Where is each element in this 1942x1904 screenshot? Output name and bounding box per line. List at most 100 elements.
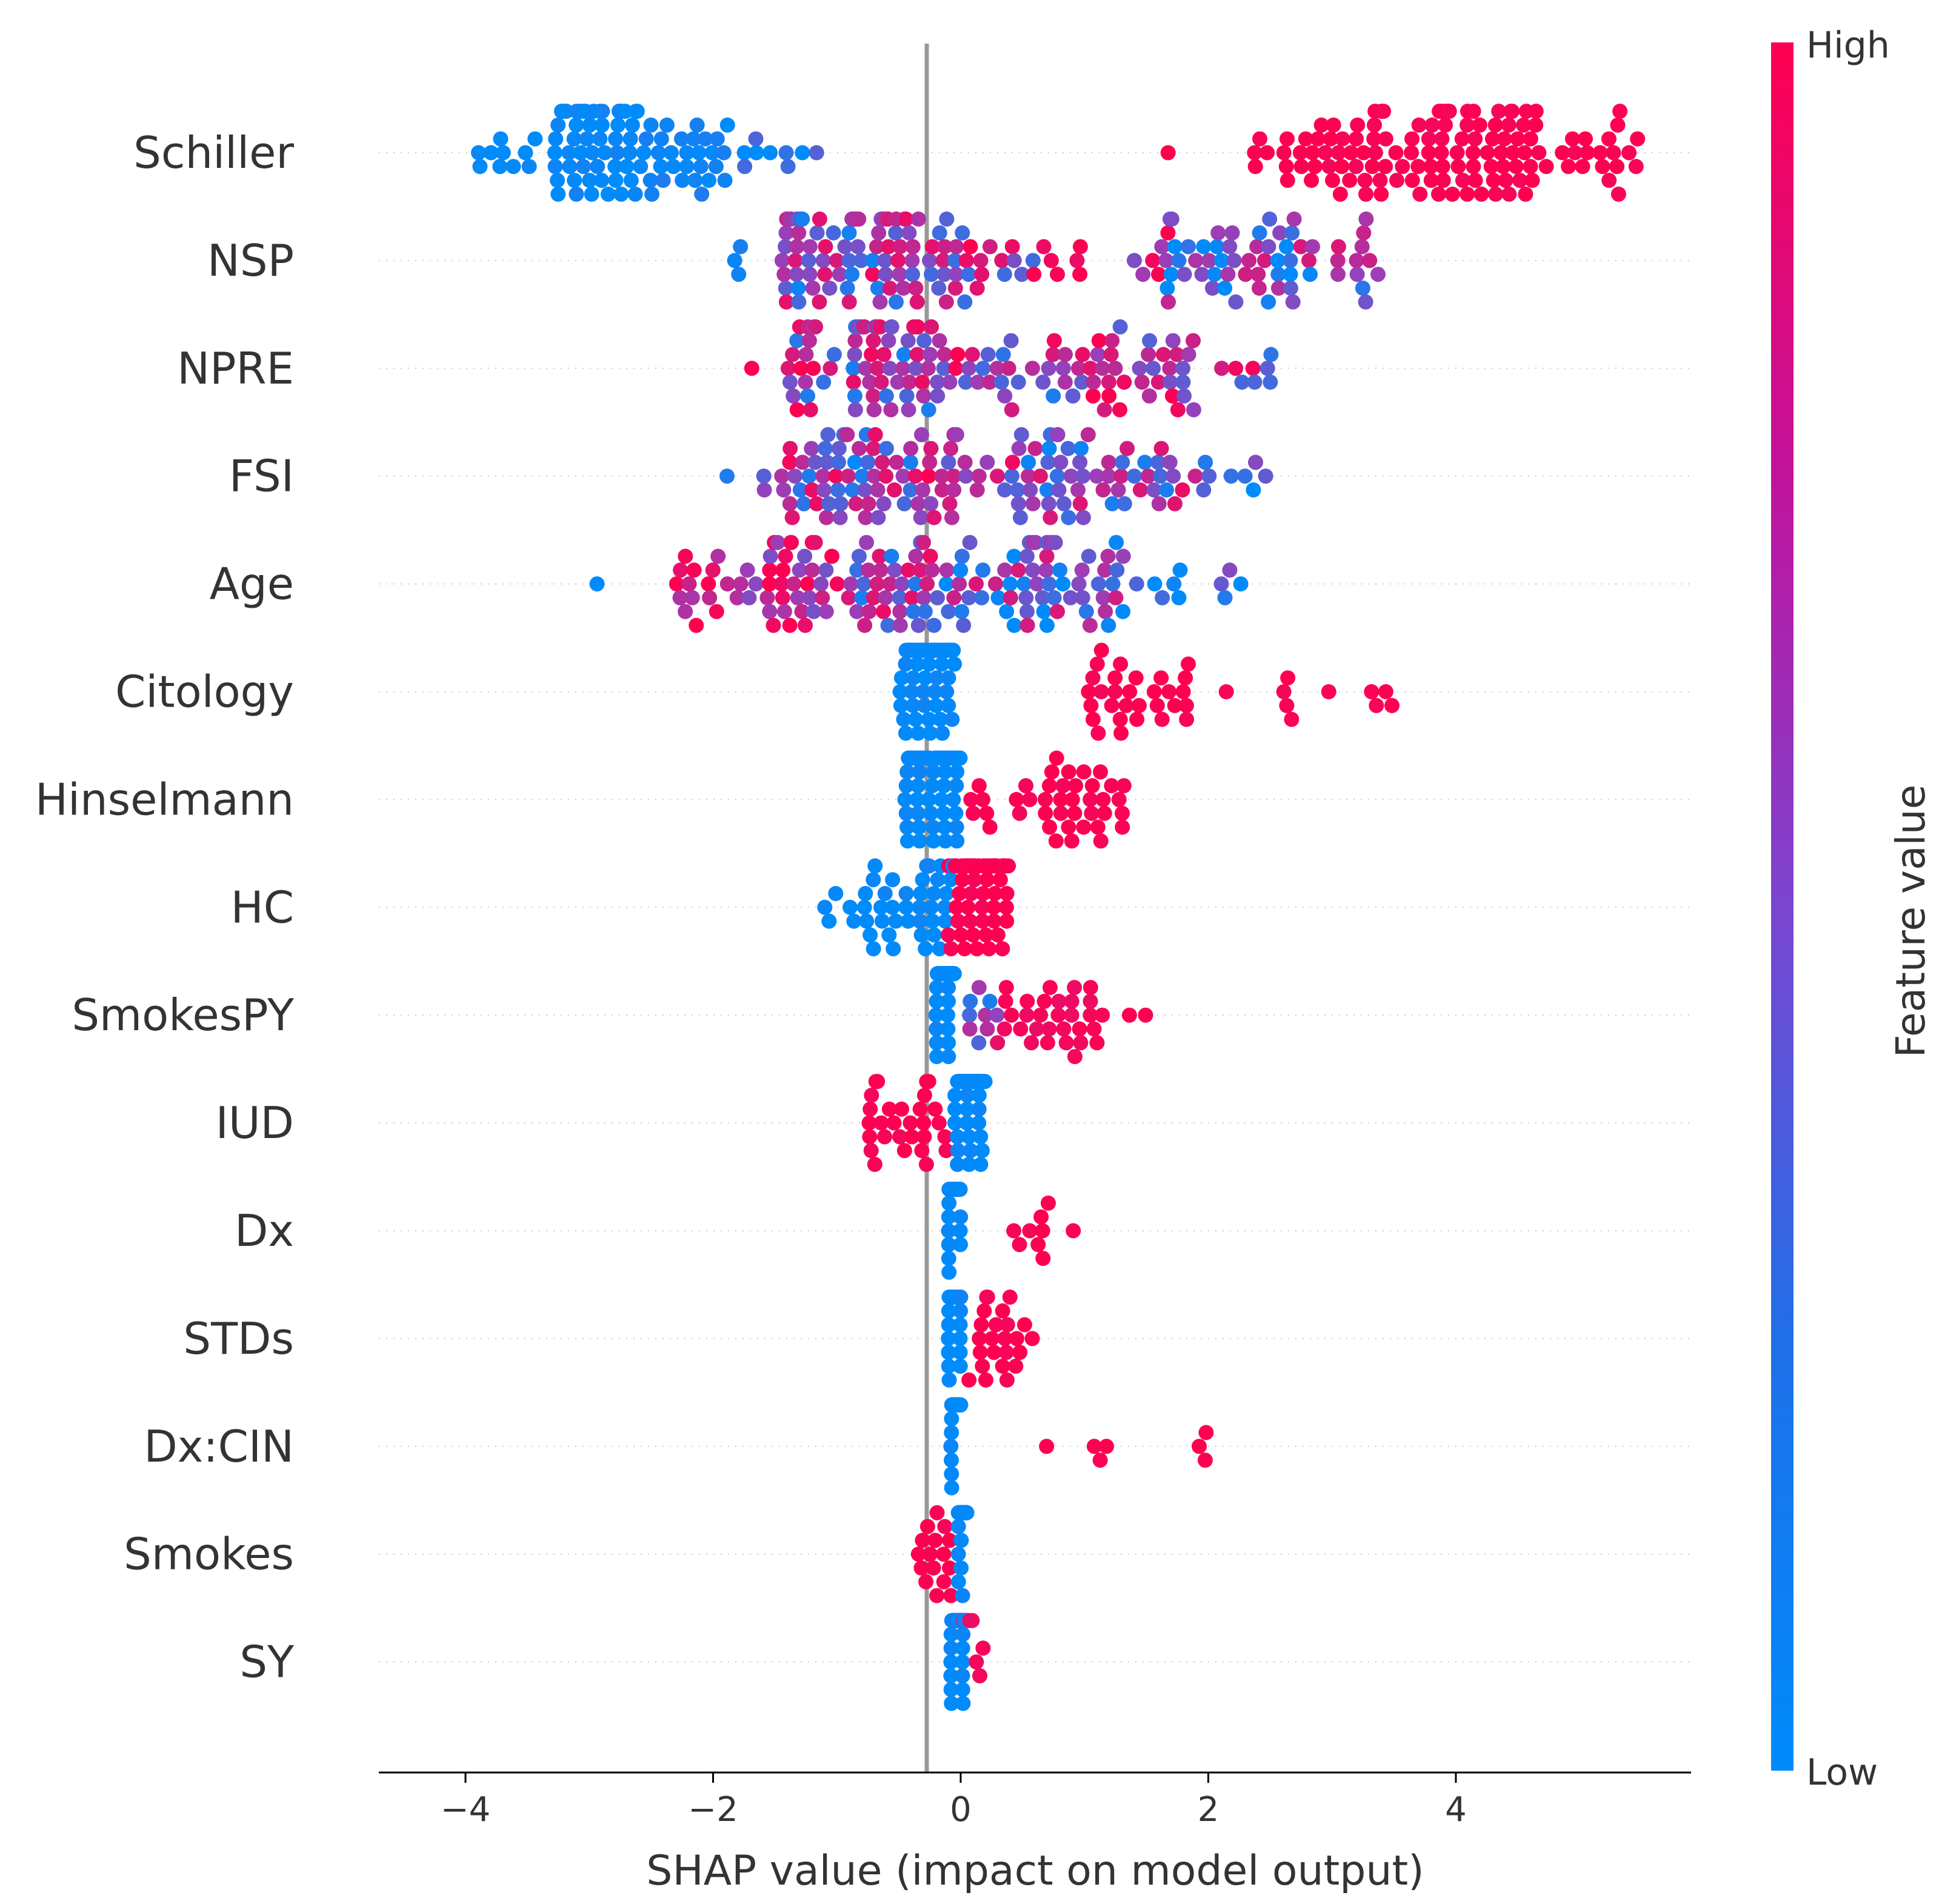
shap-dot [815,468,831,484]
shap-dot [861,604,877,619]
shap-dot [1369,697,1384,713]
shap-dot [1504,104,1520,119]
shap-dot [994,253,1010,268]
shap-dot [926,927,942,943]
shap-dot [941,1195,957,1211]
shap-dot [1292,145,1308,161]
shap-dot [846,913,862,929]
shap-dot [1389,173,1404,188]
shap-dot [921,402,936,418]
shap-dot [691,145,707,161]
shap-dot [896,1143,912,1159]
shap-dot [1093,764,1108,780]
shap-dot [973,1317,989,1333]
shap-dot [866,441,881,456]
shap-dot [770,534,786,550]
shap-dot [1372,173,1388,188]
shap-dot [1107,361,1123,376]
shap-dot [955,1668,970,1683]
shap-dot [1171,590,1187,605]
shap-dot [1076,764,1092,780]
shap-dot [1175,374,1191,390]
shap-dot [856,899,872,915]
shap-dot [558,104,574,119]
shap-dot [1085,670,1101,686]
shap-dot [1006,1223,1022,1239]
shap-dot [872,548,887,564]
shap-dot [731,267,747,282]
shap-dot [944,711,960,727]
shap-dot [972,1668,987,1683]
shap-dot [963,993,978,1009]
shap-dot [1356,145,1372,161]
shap-dot [1460,186,1475,202]
shap-dot [1516,117,1532,133]
shap-dot [934,468,950,484]
shap-dot [1107,670,1123,686]
shap-dot [1508,159,1524,175]
shap-dot [864,347,879,362]
shap-dot [1435,159,1450,175]
shap-dot [1013,1021,1029,1037]
shap-dot [973,253,989,268]
shap-dot [642,173,658,188]
shap-dot [833,496,849,511]
shap-dot [819,510,834,525]
shap-dot [1035,590,1050,605]
shap-dot [597,145,613,161]
shap-dot [1122,684,1138,699]
shap-dot [929,1505,945,1520]
shap-dot [759,590,775,605]
shap-dot [912,913,928,929]
shap-dot [1561,159,1577,175]
shap-dot [1135,267,1151,282]
shap-dot [1349,253,1364,268]
shap-dot [919,576,935,592]
shap-dot [866,941,881,957]
shap-dot [966,805,981,821]
shap-dot [1356,225,1372,241]
shap-dot [1008,1359,1024,1374]
shap-dot [918,941,933,957]
shap-dot [855,468,870,484]
shap-dot [1218,684,1234,699]
shap-dot [1072,267,1088,282]
shap-dot [1310,131,1326,147]
shap-dot [975,886,991,901]
shap-dot [1075,347,1090,362]
shap-dot [1528,104,1544,119]
shap-dot [1162,361,1178,376]
shap-dot [952,1317,968,1333]
shap-dot [719,117,735,133]
shap-dot [1247,159,1263,175]
shap-dot [948,805,964,821]
shap-dot [1151,267,1166,282]
shap-dot [1162,454,1178,470]
shap-dot [857,482,873,498]
shap-dot [1131,697,1147,713]
shap-dot [1063,468,1079,484]
shap-dot [1035,374,1051,390]
shap-dot [898,899,914,915]
shap-dot [798,617,813,633]
shap-dot [1012,510,1028,525]
shap-dot [929,1049,944,1065]
shap-dot [791,294,807,310]
shap-dot [895,468,911,484]
shap-dot [748,576,764,592]
shap-dot [997,482,1012,498]
shap-dot [1343,145,1359,161]
shap-dot [1110,482,1126,498]
shap-dot [856,319,872,335]
shap-dot [949,778,964,794]
shap-dot [1181,239,1196,255]
shap-dot [1105,576,1121,592]
shap-dot [910,617,926,633]
shap-dot [981,941,997,957]
shap-dot [908,281,924,296]
shap-dot [805,281,821,296]
shap-dot [876,347,892,362]
shap-dot [749,145,764,161]
shap-dot [1505,145,1521,161]
shap-dot [953,1560,969,1576]
